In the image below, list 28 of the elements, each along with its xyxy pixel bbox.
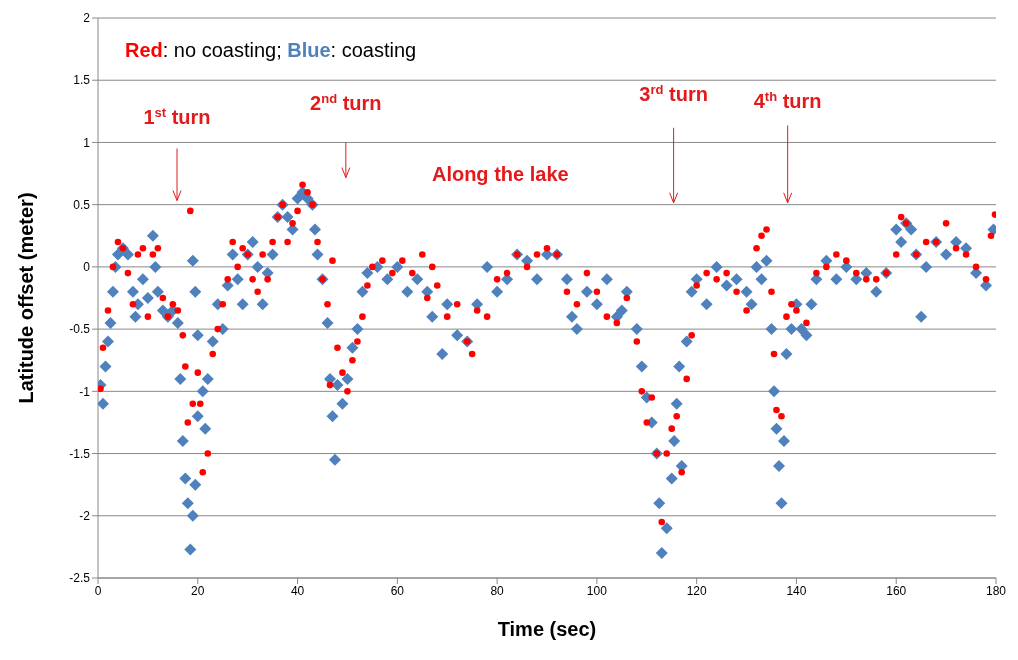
x-tick-label: 40	[290, 583, 305, 598]
annotation: Red: no coasting; Blue: coasting	[124, 39, 417, 62]
x-tick-label: 20	[191, 583, 205, 598]
x-axis-title: Time (sec)	[497, 618, 597, 640]
y-tick-label: -1.5	[69, 446, 91, 461]
annotation: Along the lake	[431, 162, 569, 185]
x-tick-label: 120	[686, 583, 707, 598]
x-tick-label: 80	[490, 583, 505, 598]
x-tick-label: 180	[985, 583, 1007, 598]
annotation: 1$^{st}$ turn	[143, 104, 211, 129]
annotation: 4$^{th}$ turn	[753, 88, 822, 112]
y-tick-label: -0.5	[69, 322, 91, 337]
annotation: 2$^{nd}$ turn	[310, 90, 382, 114]
y-tick-label: 2	[83, 11, 91, 26]
x-tick-label: 160	[886, 583, 907, 598]
y-tick-label: -2	[79, 509, 91, 524]
y-tick-label: 0	[83, 260, 91, 275]
y-tick-label: 0.5	[73, 197, 91, 212]
x-tick-label: 60	[390, 583, 405, 598]
y-tick-label: 1.5	[73, 73, 91, 88]
y-tick-label: 1	[83, 135, 91, 150]
x-tick-label: 100	[586, 583, 608, 598]
y-tick-label: -1	[79, 384, 91, 399]
y-axis-title: Latitude offset (meter)	[15, 192, 38, 404]
y-tick-label: -2.5	[69, 571, 91, 586]
annotation: 3$^{rd}$ turn	[639, 81, 708, 105]
x-tick-label: 140	[786, 583, 807, 598]
x-tick-label: 0	[94, 583, 102, 598]
